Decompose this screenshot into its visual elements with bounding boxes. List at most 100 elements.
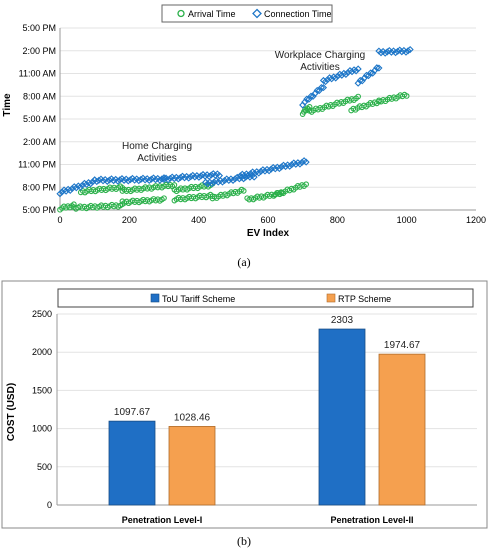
connection-point <box>377 49 385 57</box>
connection-point <box>164 176 172 184</box>
connection-point <box>398 48 406 56</box>
connection-point <box>109 177 118 185</box>
connection-point <box>103 177 111 185</box>
connection-point <box>321 78 330 86</box>
connection-point <box>356 76 364 85</box>
connection-point <box>99 177 107 185</box>
x-tick-label: 0 <box>57 215 62 225</box>
connection-point <box>313 86 321 94</box>
connection-point <box>406 45 414 54</box>
connection-point <box>208 180 216 188</box>
connection-point <box>394 47 402 55</box>
y-tick-label: 1500 <box>32 385 52 395</box>
x-tick-label: 400 <box>191 215 206 225</box>
connection-point <box>135 177 143 185</box>
connection-point <box>373 64 381 72</box>
bar-value-label: 1974.67 <box>384 340 421 351</box>
y-tick-label: 1000 <box>32 424 52 434</box>
connection-point <box>369 69 377 77</box>
connection-point <box>391 49 400 57</box>
connection-point <box>131 176 139 184</box>
connection-point <box>360 74 368 82</box>
arrival-point <box>306 104 313 110</box>
connection-point <box>137 175 145 183</box>
connection-point <box>375 64 383 72</box>
legend: Arrival Time Connection Time <box>161 4 333 23</box>
connection-point <box>145 176 153 185</box>
connection-point <box>120 176 128 184</box>
y-axis-title: COST (USD) <box>6 383 17 441</box>
y-tick-labels: 0 500 1000 1500 2000 2500 <box>32 309 52 510</box>
x-tick-labels: 0 200 400 600 800 1000 1200 <box>57 215 486 225</box>
bar-rtp <box>378 353 426 506</box>
bar-tou <box>108 420 156 506</box>
connection-point <box>302 158 310 166</box>
connection-point <box>402 48 410 56</box>
legend-label-arrival: Arrival Time <box>188 9 236 19</box>
y-tick-label: 5:00 AM <box>23 114 56 124</box>
connection-point <box>265 167 273 175</box>
scatter-chart: 5:00 PM 8:00 PM 11:00 PM 2:00 AM 5:00 AM 8:00… <box>2 4 486 269</box>
x-tick-label: 600 <box>260 215 275 225</box>
bar-chart: ToU Tariff Scheme RTP Scheme 0 500 1000 150… <box>1 280 488 548</box>
arrival-point <box>240 188 247 194</box>
y-tick-label: 0 <box>47 500 52 510</box>
connection-point <box>332 74 340 82</box>
y-tick-label: 11:00 AM <box>19 69 56 79</box>
connection-point <box>174 175 182 183</box>
y-tick-label: 5:00 PM <box>22 205 56 215</box>
y-tick-label: 2:00 AM <box>23 137 56 147</box>
category-label: Penetration Level-II <box>330 515 413 525</box>
x-tick-label: 1000 <box>397 215 417 225</box>
connection-point <box>141 176 149 184</box>
connection-point <box>303 95 311 103</box>
connection-point <box>352 67 360 75</box>
legend-box <box>57 288 474 308</box>
x-axis-title: EV Index <box>247 228 290 239</box>
y-tick-label: 8:00 PM <box>22 182 56 192</box>
y-tick-label: 5:00 PM <box>22 23 56 33</box>
data-points <box>56 45 414 213</box>
annotation-home-line1: Home Charging <box>122 141 192 152</box>
y-tick-label: 500 <box>37 462 52 472</box>
caption-a: (a) <box>237 255 250 269</box>
x-tick-label: 800 <box>330 215 345 225</box>
category-label: Penetration Level-I <box>122 515 203 525</box>
legend-marker-arrival <box>177 9 185 18</box>
legend-box <box>161 4 333 23</box>
connection-point <box>185 174 193 182</box>
connection-point <box>342 70 350 79</box>
connection-point <box>229 176 237 184</box>
connection-point <box>114 177 122 185</box>
legend-label-tou: ToU Tariff Scheme <box>162 294 235 304</box>
legend-label-connection: Connection Time <box>264 9 332 19</box>
annotation-work-line2: Activities <box>300 62 339 73</box>
connection-point <box>250 173 258 181</box>
connection-point <box>296 160 304 168</box>
connection-point <box>354 65 362 73</box>
connection-point <box>76 183 84 191</box>
connection-point <box>307 92 315 100</box>
y-tick-label: 2000 <box>32 347 52 357</box>
connection-point <box>195 173 203 181</box>
x-tick-label: 200 <box>122 215 137 225</box>
legend-swatch-tou <box>150 293 160 303</box>
category-labels: Penetration Level-I Penetration Level-II <box>122 515 414 525</box>
arrival-point <box>403 93 410 99</box>
connection-point <box>275 164 283 173</box>
y-tick-label: 8:00 AM <box>23 91 56 101</box>
y-tick-label: 2:00 PM <box>22 46 56 56</box>
connection-point <box>56 190 64 198</box>
connection-point <box>93 178 101 186</box>
annotation-work-line1: Workplace Charging <box>275 50 365 61</box>
connection-point <box>116 176 124 184</box>
connection-point <box>66 186 74 195</box>
arrival-point <box>303 181 309 188</box>
connection-point <box>367 69 375 77</box>
connection-point <box>160 174 168 182</box>
connection-point <box>286 162 294 170</box>
arrival-point <box>355 93 361 100</box>
connection-point <box>371 66 379 75</box>
legend-swatch-rtp <box>326 293 336 303</box>
